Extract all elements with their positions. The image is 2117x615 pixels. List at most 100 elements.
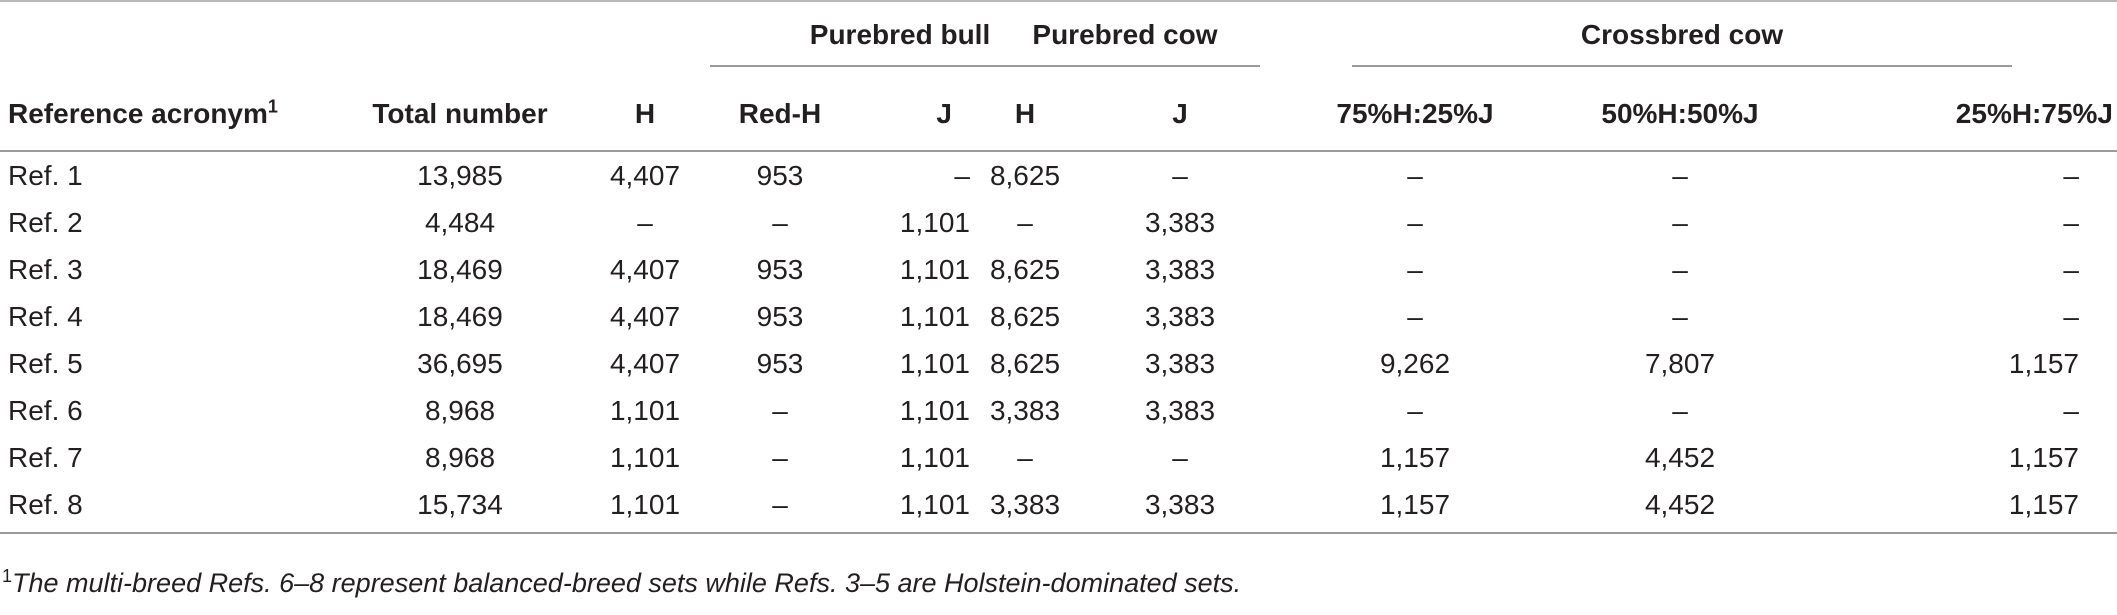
cell-bull-j: –	[954, 159, 970, 191]
reference-sets-table: Purebred bull Purebred cow Crossbred cow…	[0, 0, 2117, 534]
cell-cross-50h: 4,452	[1644, 488, 1716, 520]
top-rule	[0, 0, 2117, 8]
cell-cow-j: –	[1172, 441, 1188, 473]
table-row: Ref. 7 8,968 1,101 – 1,101 – – 1,157 4,452 1,157	[0, 434, 2117, 481]
bottom-rule	[0, 528, 2117, 534]
cell-bull-red-h: –	[772, 441, 788, 473]
cell-cow-j: –	[1172, 159, 1188, 191]
cell-bull-j: 1,101	[899, 206, 970, 238]
cell-cow-h: 8,625	[989, 347, 1061, 379]
cell-bull-j: 1,101	[899, 300, 970, 332]
cell-cross-75h: –	[1407, 159, 1423, 191]
cell-cow-j: 3,383	[1144, 347, 1216, 379]
cell-cross-50h: –	[1672, 206, 1688, 238]
col-header-bull-red-h: Red-H	[700, 78, 860, 152]
cell-bull-h: 4,407	[609, 159, 681, 191]
cell-bull-red-h: 953	[756, 347, 804, 379]
col-header-reference-acronym: Reference acronym1	[0, 78, 330, 152]
cell-cross-50h: –	[1672, 394, 1688, 426]
cell-reference-acronym: Ref. 5	[8, 347, 83, 379]
cell-bull-red-h: 953	[756, 159, 804, 191]
cell-cross-25h: –	[2063, 159, 2079, 191]
cell-reference-acronym: Ref. 6	[8, 394, 83, 426]
cell-cross-25h: –	[2063, 394, 2079, 426]
cell-cow-j: 3,383	[1144, 300, 1216, 332]
group-header-crossbred-cow: Crossbred cow	[1280, 8, 2117, 78]
cell-total-number: 15,734	[417, 488, 503, 520]
cell-cross-25h: 1,157	[2008, 347, 2079, 379]
cell-cross-25h: –	[2063, 253, 2079, 285]
data-table-container: Purebred bull Purebred cow Crossbred cow…	[0, 0, 2117, 534]
footnote-text: The multi-breed Refs. 6–8 represent bala…	[12, 568, 1242, 598]
cell-bull-h: 4,407	[609, 253, 681, 285]
cell-cross-25h: –	[2063, 300, 2079, 332]
cell-reference-acronym: Ref. 2	[8, 206, 83, 238]
col-header-cross-75h: 75%H:25%J	[1280, 78, 1550, 152]
cell-bull-red-h: –	[772, 394, 788, 426]
col-header-total-number: Total number	[330, 78, 590, 152]
cell-cow-j: 3,383	[1144, 394, 1216, 426]
cell-cross-75h: –	[1407, 206, 1423, 238]
cell-cross-75h: –	[1407, 394, 1423, 426]
cell-cross-25h: –	[2063, 206, 2079, 238]
table-row: Ref. 3 18,469 4,407 953 1,101 8,625 3,383 – – –	[0, 246, 2117, 293]
group-header-purebred-cow: Purebred cow	[970, 8, 1280, 78]
col-header-bull-h: H	[590, 78, 700, 152]
table-footnote: 1The multi-breed Refs. 6–8 represent bal…	[2, 567, 1242, 599]
cell-cow-h: 8,625	[989, 253, 1061, 285]
table-row: Ref. 2 4,484 – – 1,101 – 3,383 – – –	[0, 199, 2117, 246]
cell-bull-red-h: 953	[756, 253, 804, 285]
cell-bull-j: 1,101	[899, 347, 970, 379]
cell-bull-j: 1,101	[899, 394, 970, 426]
cell-cross-75h: –	[1407, 300, 1423, 332]
cell-reference-acronym: Ref. 8	[8, 488, 83, 520]
col-header-bull-j: J	[860, 78, 970, 152]
cell-cross-50h: 7,807	[1644, 347, 1716, 379]
cell-cross-75h: –	[1407, 253, 1423, 285]
col-header-cow-j: J	[1080, 78, 1280, 152]
cell-cross-75h: 1,157	[1379, 488, 1451, 520]
cell-bull-j: 1,101	[899, 488, 970, 520]
cell-bull-h: 1,101	[609, 441, 681, 473]
cell-cow-j: 3,383	[1144, 253, 1216, 285]
cell-total-number: 8,968	[424, 394, 496, 426]
cell-cow-j: 3,383	[1144, 206, 1216, 238]
col-header-cross-25h: 25%H:75%J	[1810, 78, 2117, 152]
cell-bull-red-h: –	[772, 206, 788, 238]
cell-total-number: 4,484	[424, 206, 496, 238]
cell-cow-h: 8,625	[989, 159, 1061, 191]
cell-bull-h: –	[637, 206, 653, 238]
cell-bull-h: 1,101	[609, 394, 681, 426]
cell-cow-j: 3,383	[1144, 488, 1216, 520]
table-row: Ref. 6 8,968 1,101 – 1,101 3,383 3,383 – – –	[0, 387, 2117, 434]
cell-bull-red-h: 953	[756, 300, 804, 332]
cell-cross-50h: –	[1672, 300, 1688, 332]
table-row: Ref. 8 15,734 1,101 – 1,101 3,383 3,383 1,157 4,…	[0, 481, 2117, 528]
cell-cow-h: 3,383	[989, 394, 1061, 426]
cell-cross-50h: –	[1672, 159, 1688, 191]
table-row: Ref. 1 13,985 4,407 953–8,625– – – –	[0, 151, 2117, 199]
cell-total-number: 36,695	[417, 347, 503, 379]
group-header-purebred-bull: Purebred bull	[590, 8, 1090, 78]
table-row: Ref. 5 36,695 4,407 953 1,101 8,625 3,383 9,262…	[0, 340, 2117, 387]
cell-reference-acronym: Ref. 3	[8, 253, 83, 285]
cell-cow-h: –	[1017, 206, 1033, 238]
cell-reference-acronym: Ref. 4	[8, 300, 83, 332]
cell-bull-red-h: –	[772, 488, 788, 520]
cell-bull-h: 4,407	[609, 347, 681, 379]
table-row: Ref. 4 18,469 4,407 953 1,101 8,625 3,383 – – –	[0, 293, 2117, 340]
cell-cross-25h: 1,157	[2008, 488, 2079, 520]
cell-total-number: 8,968	[424, 441, 496, 473]
cell-reference-acronym: Ref. 7	[8, 441, 83, 473]
cell-total-number: 13,985	[417, 159, 503, 191]
cell-cross-25h: 1,157	[2008, 441, 2079, 473]
cell-bull-j: 1,101	[899, 441, 970, 473]
col-header-cross-50h: 50%H:50%J	[1550, 78, 1810, 152]
cell-cow-h: 3,383	[989, 488, 1061, 520]
cell-cow-h: 8,625	[989, 300, 1061, 332]
cell-total-number: 18,469	[417, 300, 503, 332]
cell-cross-50h: –	[1672, 253, 1688, 285]
cell-bull-j: 1,101	[899, 253, 970, 285]
col-header-cow-h: H	[970, 78, 1080, 152]
cell-reference-acronym: Ref. 1	[8, 159, 83, 191]
